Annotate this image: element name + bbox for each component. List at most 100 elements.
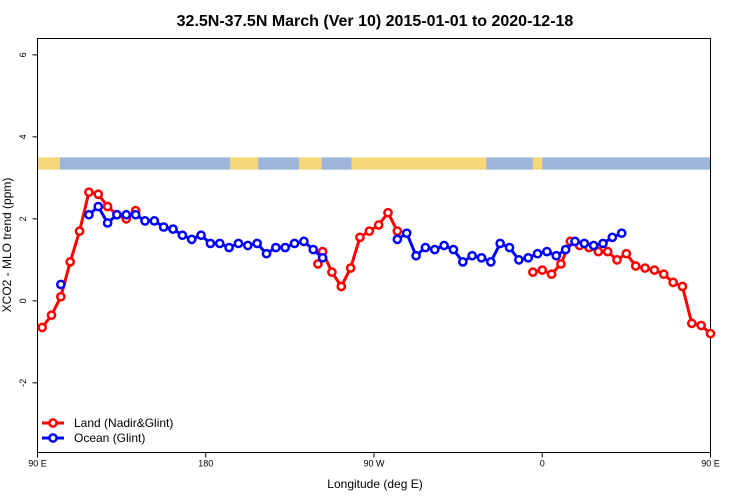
land-data-point xyxy=(696,320,707,331)
ocean-data-point xyxy=(280,242,291,253)
y-tick-label: 2 xyxy=(18,216,28,221)
ocean-data-point xyxy=(121,209,132,220)
surface-band-ocean xyxy=(59,157,231,170)
ocean-data-point xyxy=(467,250,477,261)
land-data-point xyxy=(677,281,688,292)
ocean-data-point xyxy=(485,257,496,267)
land-data-point xyxy=(528,267,538,277)
ocean-data-point xyxy=(420,242,431,253)
ocean-data-point xyxy=(401,228,412,239)
land-data-point xyxy=(649,265,660,275)
land-data-point xyxy=(593,246,604,257)
ocean-data-point xyxy=(579,238,590,249)
ocean-data-point xyxy=(476,252,487,263)
surface-type-band xyxy=(37,157,711,170)
surface-band-land xyxy=(532,157,543,170)
ocean-data-point xyxy=(542,246,552,257)
y-axis-label: XCO2 - MLO trend (ppm) xyxy=(0,178,14,313)
ocean-data-point xyxy=(448,244,459,255)
ocean-data-point xyxy=(102,218,113,228)
ocean-data-point xyxy=(532,248,543,259)
x-tick-label: 90 W xyxy=(363,459,385,469)
ocean-data-point xyxy=(598,238,608,249)
chart-title: 32.5N-37.5N March (Ver 10) 2015-01-01 to… xyxy=(177,13,574,30)
ocean-data-point xyxy=(242,240,253,251)
surface-band-land xyxy=(37,157,60,170)
ocean-data-point xyxy=(177,230,188,241)
ocean-data-point xyxy=(439,240,449,251)
x-axis-label: Longitude (deg E) xyxy=(327,477,422,491)
ocean-data-point xyxy=(205,238,216,249)
ocean-data-point xyxy=(607,232,618,243)
land-data-point xyxy=(612,254,622,265)
ocean-data-point xyxy=(457,257,468,267)
land-data-point xyxy=(668,277,678,288)
land-data-point xyxy=(65,257,76,267)
land-data-point xyxy=(355,232,365,243)
land-data-point xyxy=(345,263,356,273)
series-ocean xyxy=(56,201,627,290)
land-data-point xyxy=(93,189,104,200)
land-data-point xyxy=(84,187,94,198)
surface-band-ocean xyxy=(486,157,533,170)
land-data-point xyxy=(546,269,557,280)
legend-label-ocean: Ocean (Glint) xyxy=(74,431,145,445)
ocean-data-point xyxy=(551,250,562,261)
series-layer xyxy=(37,187,716,339)
land-data-point xyxy=(686,318,697,329)
legend-marker-land xyxy=(48,418,58,428)
y-tick-label: 0 xyxy=(18,298,28,303)
surface-band-land xyxy=(351,157,487,170)
series-land xyxy=(37,187,716,339)
legend-label-land: Land (Nadir&Glint) xyxy=(74,416,173,430)
surface-band-ocean xyxy=(542,157,711,170)
ocean-data-point xyxy=(224,242,234,253)
ocean-data-point xyxy=(570,236,580,247)
y-tick-label: -2 xyxy=(18,379,28,387)
land-data-point xyxy=(556,259,566,269)
legend-marker-ocean xyxy=(48,433,58,443)
land-data-point xyxy=(705,328,716,339)
land-data-point xyxy=(46,310,57,321)
ocean-data-point xyxy=(130,209,141,220)
ocean-data-point xyxy=(588,240,599,251)
ocean-data-point xyxy=(271,242,281,253)
land-data-point xyxy=(336,281,347,292)
ocean-data-point xyxy=(429,244,440,255)
land-data-point xyxy=(37,322,48,333)
ocean-data-point xyxy=(140,216,150,226)
land-data-point xyxy=(658,269,669,280)
ocean-data-point xyxy=(514,254,524,265)
land-data-point xyxy=(313,259,323,269)
plot-frame xyxy=(37,38,711,453)
ocean-data-point xyxy=(504,242,515,253)
ocean-data-point xyxy=(158,222,169,232)
ocean-data-point xyxy=(168,224,178,234)
surface-band-land xyxy=(230,157,259,170)
y-tick-label: 4 xyxy=(18,134,28,139)
ocean-data-point xyxy=(93,201,104,212)
x-axis: 90 E 180 90 W 0 90 E xyxy=(28,452,720,469)
ocean-data-point xyxy=(308,244,319,255)
land-data-point xyxy=(621,248,632,259)
x-tick-label: 90 E xyxy=(701,459,720,469)
x-tick-label: 180 xyxy=(198,459,213,469)
ocean-data-point xyxy=(252,238,263,249)
land-series-line xyxy=(316,211,399,288)
land-data-point xyxy=(640,263,650,273)
ocean-data-point xyxy=(392,234,403,245)
ocean-data-point xyxy=(261,248,272,259)
land-data-point xyxy=(373,220,384,230)
ocean-data-point xyxy=(149,216,160,226)
ocean-data-point xyxy=(186,234,197,245)
surface-band-ocean xyxy=(321,157,352,170)
surface-band-land xyxy=(299,157,322,170)
land-data-point xyxy=(630,261,641,271)
land-data-point xyxy=(383,207,393,218)
ocean-data-point xyxy=(560,244,571,255)
land-data-point xyxy=(74,226,85,237)
y-tick-label: 6 xyxy=(18,52,28,57)
ocean-data-point xyxy=(289,238,300,249)
land-data-point xyxy=(102,201,113,212)
